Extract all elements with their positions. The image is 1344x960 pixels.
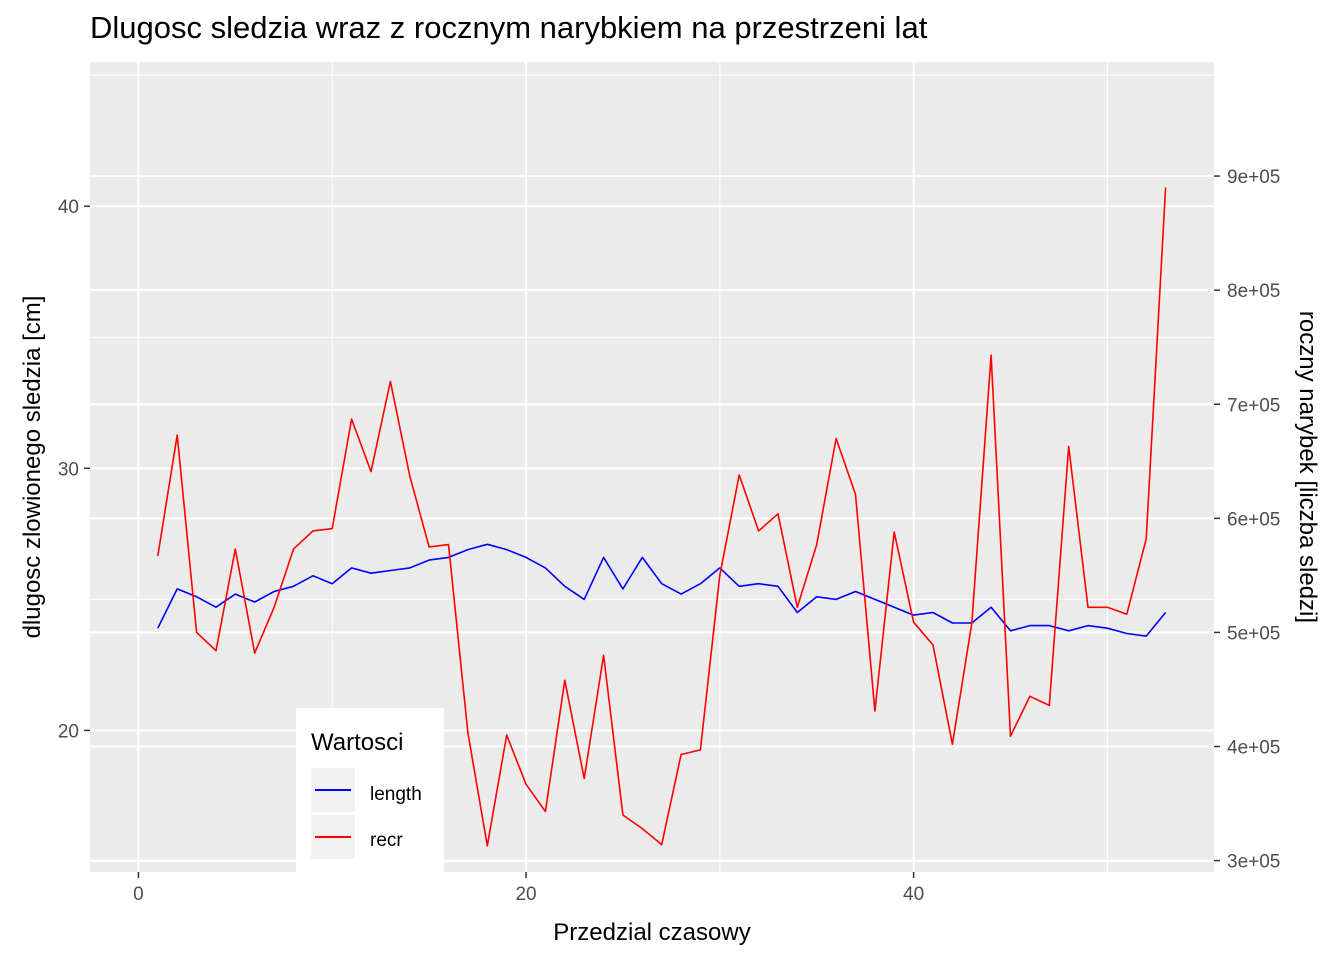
y2-tick-label: 6e+05	[1227, 509, 1280, 530]
series-line-length	[157, 543, 1167, 637]
left-axis: 20 30 40	[58, 197, 90, 742]
bottom-axis: 0 20 40	[133, 872, 924, 905]
y2-tick-label: 3e+05	[1227, 852, 1280, 873]
right-axis: 3e+05 4e+05 5e+05 6e+05 7e+05 8e+05 9e+05	[1214, 167, 1280, 873]
x-axis-title: Przedzial czasowy	[553, 919, 750, 946]
x-tick-label: 40	[903, 884, 924, 905]
x-tick-label: 20	[515, 884, 536, 905]
y2-tick-label: 4e+05	[1227, 738, 1280, 759]
x-tick-label: 0	[133, 884, 144, 905]
chart-title: Dlugosc sledzia wraz z rocznym narybkiem…	[90, 10, 928, 45]
y-tick-label: 30	[58, 459, 79, 480]
y2-axis-title: roczny narybek [liczba sledzi]	[1294, 311, 1321, 623]
y2-tick-label: 9e+05	[1227, 167, 1280, 188]
legend-label-recr: recr	[370, 830, 403, 851]
plot-panel	[90, 62, 1214, 872]
legend-title: Wartosci	[311, 729, 403, 756]
y-tick-label: 20	[58, 721, 79, 742]
y2-tick-label: 5e+05	[1227, 623, 1280, 644]
y2-tick-label: 7e+05	[1227, 395, 1280, 416]
major-gridlines	[90, 62, 1214, 872]
series-lines	[157, 187, 1167, 847]
y-tick-label: 40	[58, 197, 79, 218]
legend: Wartosci length recr	[296, 708, 444, 874]
y2-tick-label: 8e+05	[1227, 281, 1280, 302]
legend-label-length: length	[370, 784, 422, 805]
y-axis-title: dlugosc zlowionego sledzia [cm]	[19, 296, 46, 639]
series-line-recr	[157, 187, 1167, 847]
